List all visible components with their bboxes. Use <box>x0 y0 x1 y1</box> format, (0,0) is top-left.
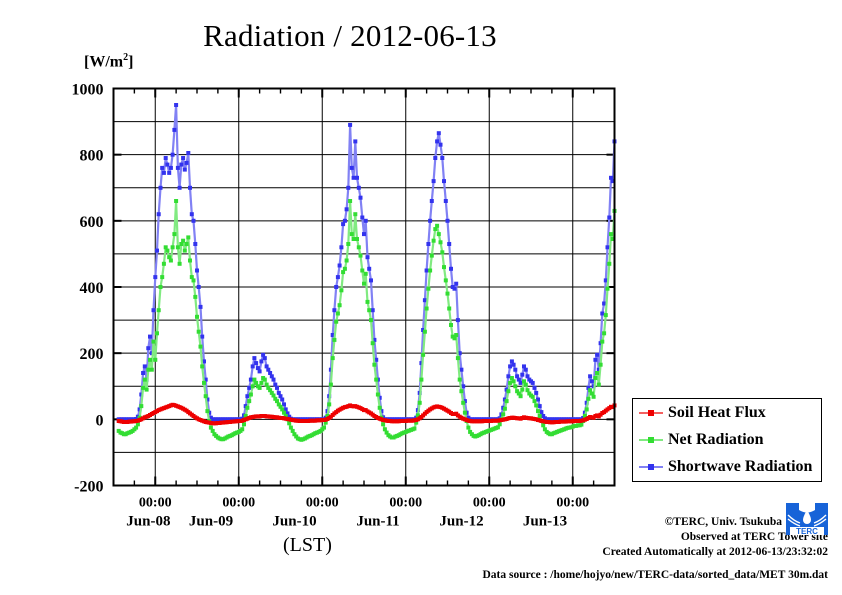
x-axis-title: (LST) <box>283 534 332 556</box>
gridlines <box>113 88 615 486</box>
legend-item-shortwave-radiation[interactable]: Shortwave Radiation <box>639 454 812 480</box>
x-date-label: Jun-12 <box>439 514 483 530</box>
legend-marker-soil-heat-flux <box>639 407 663 419</box>
page-title: Radiation / 2012-06-13 <box>203 18 497 53</box>
y-tick-label: 800 <box>80 148 104 165</box>
y-tick-label: 600 <box>80 214 104 231</box>
y-tick-label: 400 <box>80 280 104 297</box>
legend-item-soil-heat-flux[interactable]: Soil Heat Flux <box>639 400 766 426</box>
plot-frame <box>112 87 616 487</box>
x-date-label: Jun-09 <box>189 514 233 530</box>
y-tick-label: 200 <box>80 346 104 363</box>
footer-created-at: Created Automatically at 2012-06-13/23:3… <box>602 546 828 558</box>
terc-logo-text: TERC <box>796 527 818 535</box>
x-time-label: 00:00 <box>222 496 255 511</box>
y-axis-unit-label: [W/m2] <box>84 52 133 71</box>
terc-logo-icon: TERC <box>786 503 828 535</box>
legend-label-soil-heat-flux: Soil Heat Flux <box>668 404 766 421</box>
footer-copyright: ©TERC, Univ. Tsukuba <box>664 516 782 528</box>
x-date-label: Jun-13 <box>523 514 567 530</box>
x-date-label: Jun-10 <box>272 514 316 530</box>
x-time-label: 00:00 <box>139 496 172 511</box>
x-date-label: Jun-11 <box>356 514 399 530</box>
x-time-label: 00:00 <box>306 496 339 511</box>
y-axis-unit-prefix: [W/m <box>84 53 124 71</box>
y-tick-label: 0 <box>96 412 104 429</box>
y-axis-unit-exponent: 2 <box>123 52 129 63</box>
footer-data-source: Data source : /home/hojyo/new/TERC-data/… <box>482 569 828 581</box>
legend-label-net-radiation: Net Radiation <box>668 431 764 448</box>
y-tick-label: 1000 <box>72 82 104 99</box>
y-axis-tick-labels: -200 0 200 400 600 800 1000 <box>72 82 104 496</box>
legend-label-shortwave-radiation: Shortwave Radiation <box>668 458 813 475</box>
x-axis-tick-labels: 00:00 00:00 00:00 00:00 00:00 00:00 Jun-08 Jun-… <box>126 496 589 530</box>
series-soil-heat-flux <box>116 402 617 426</box>
legend: Soil Heat Flux Net Radiation Shortwave R… <box>632 398 822 482</box>
x-time-label: 00:00 <box>556 496 589 511</box>
x-time-label: 00:00 <box>473 496 506 511</box>
x-date-label: Jun-08 <box>126 514 170 530</box>
legend-item-net-radiation[interactable]: Net Radiation <box>639 427 764 453</box>
legend-marker-net-radiation <box>639 434 663 446</box>
legend-marker-shortwave-radiation <box>639 461 663 473</box>
y-axis-unit-suffix: ] <box>128 53 134 71</box>
data-series-layer <box>116 103 617 442</box>
series-net-radiation <box>116 199 617 442</box>
x-time-label: 00:00 <box>389 496 422 511</box>
y-tick-label: -200 <box>74 479 103 496</box>
